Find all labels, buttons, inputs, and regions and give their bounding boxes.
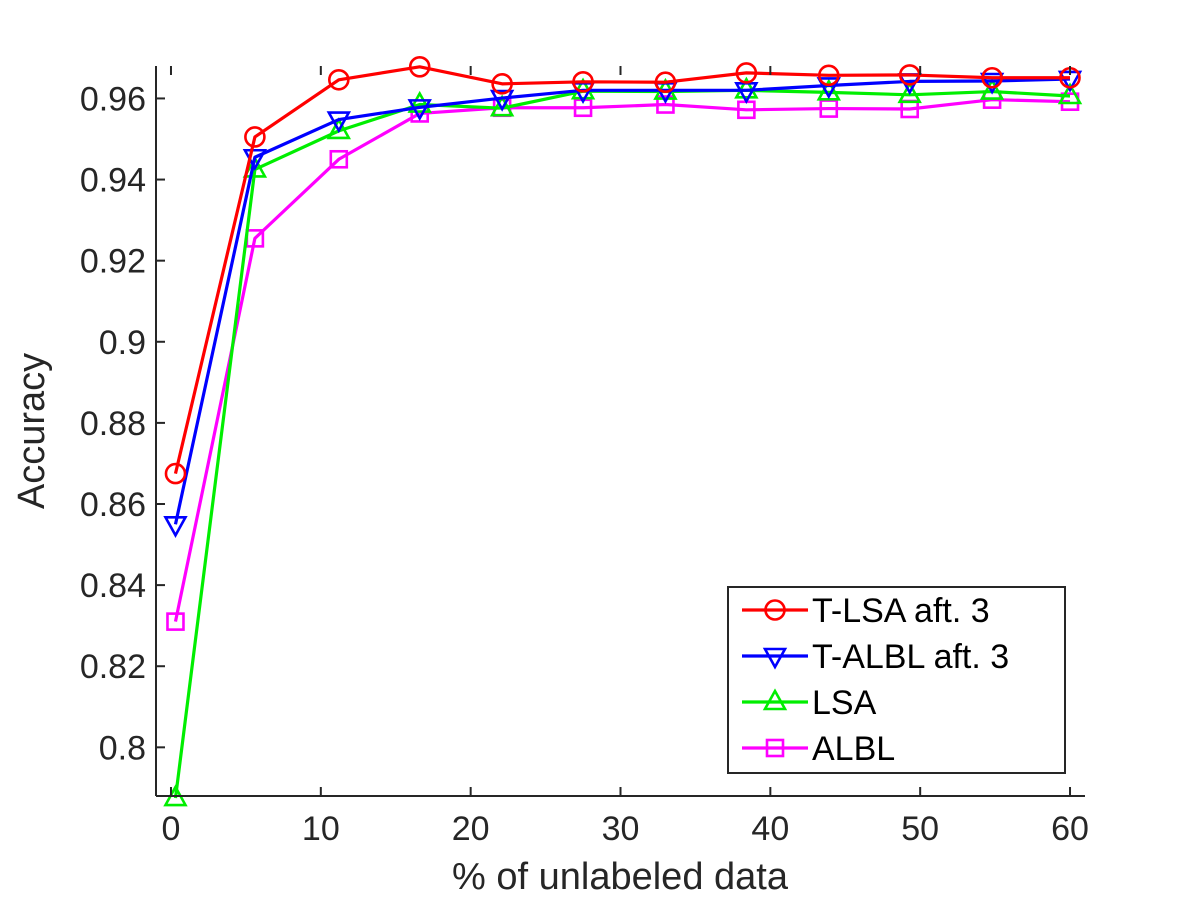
data-point-t-lsa-aft-3 [981, 66, 1003, 89]
series-t-albl-aft-3 [163, 70, 1083, 538]
y-tick-label: 0.8 [99, 729, 146, 767]
data-point-albl [656, 95, 675, 114]
legend-label-t-albl-aft-3: T-ALBL aft. 3 [812, 638, 1009, 676]
data-point-lsa [489, 94, 515, 117]
data-point-t-albl-aft-3 [816, 77, 841, 100]
series-line-albl [173, 98, 1071, 622]
data-point-lsa [1057, 82, 1083, 105]
x-tick-label: 30 [602, 810, 640, 848]
y-tick-label: 0.88 [80, 405, 146, 443]
data-point-t-albl-aft-3 [979, 72, 1005, 95]
x-tick-label: 60 [1051, 810, 1089, 848]
legend-marker-t-lsa-aft-3 [764, 599, 786, 621]
data-point-t-lsa-aft-3 [164, 462, 187, 485]
x-tick-label: 10 [302, 810, 340, 848]
data-point-t-lsa-aft-3 [244, 126, 266, 148]
data-point-t-lsa-aft-3 [408, 56, 431, 78]
data-point-albl [329, 149, 349, 169]
legend-marker-lsa [762, 688, 788, 711]
x-tick-label: 50 [901, 810, 939, 848]
y-tick-label: 0.9 [99, 324, 146, 362]
data-point-lsa [979, 77, 1005, 100]
y-tick-label: 0.86 [80, 486, 146, 524]
data-point-t-albl-aft-3 [163, 515, 188, 538]
data-point-t-albl-aft-3 [407, 99, 432, 122]
data-point-lsa [242, 155, 268, 178]
data-point-t-lsa-aft-3 [654, 71, 677, 94]
legend-label-albl: ALBL [812, 730, 895, 768]
data-point-lsa [326, 117, 352, 140]
data-point-t-lsa-aft-3 [328, 68, 350, 91]
y-tick-label: 0.94 [80, 162, 146, 200]
data-point-albl [166, 612, 185, 631]
data-point-t-lsa-aft-3 [572, 71, 594, 93]
legend-label-lsa: LSA [812, 684, 877, 722]
data-point-t-albl-aft-3 [326, 111, 352, 134]
data-point-t-albl-aft-3 [489, 89, 515, 112]
x-tick-label: 0 [162, 810, 181, 848]
series-line-t-albl-aft-3 [173, 77, 1071, 525]
data-point-t-lsa-aft-3 [817, 64, 840, 87]
x-tick-label: 20 [452, 810, 490, 848]
series-line-t-lsa-aft-3 [173, 65, 1071, 474]
legend-marker-albl [765, 738, 785, 758]
x-axis-label: % of unlabeled data [452, 856, 789, 898]
y-axis-label: Accuracy [11, 353, 53, 509]
series-t-lsa-aft-3 [164, 56, 1081, 485]
y-tick-label: 0.82 [80, 648, 146, 686]
data-point-lsa [734, 76, 759, 99]
data-point-t-lsa-aft-3 [491, 73, 513, 95]
data-point-lsa [407, 90, 432, 113]
y-tick-label: 0.84 [80, 567, 146, 605]
data-point-lsa [816, 78, 841, 101]
data-point-t-lsa-aft-3 [735, 62, 758, 84]
y-tick-label: 0.96 [80, 80, 146, 118]
plot-area [163, 56, 1083, 807]
y-axis: 0.8 0.82 0.84 0.86 0.88 0.9 0.92 0.94 0.96 [80, 80, 165, 767]
x-axis: 0 10 20 30 40 50 60 [162, 66, 1089, 848]
data-point-lsa [897, 81, 922, 104]
y-tick-label: 0.92 [80, 243, 146, 281]
legend: T-LSA aft. 3 T-ALBL aft. 3 LSA ALBL [727, 586, 1066, 774]
legend-label-t-lsa-aft-3: T-LSA aft. 3 [812, 592, 990, 630]
legend-marker-t-albl-aft-3 [762, 647, 788, 670]
x-tick-label: 40 [751, 810, 789, 848]
